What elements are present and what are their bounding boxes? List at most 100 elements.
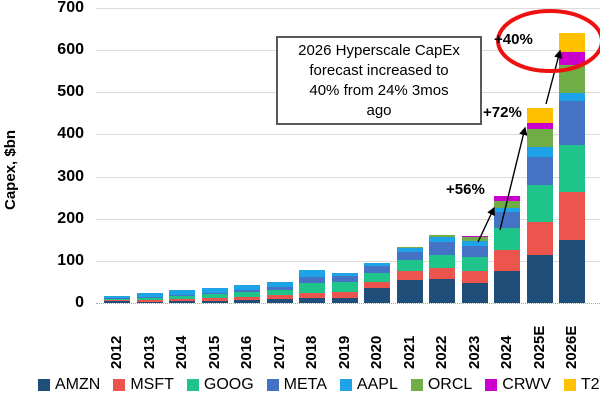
x-tick-label-2018: 2018 [303,335,320,369]
bar-segment-goog-2023 [461,257,488,271]
bar-segment-msft-2023 [461,270,488,283]
bar-segment-aapl-2018 [299,270,325,277]
bar-segment-goog-2017 [266,289,293,296]
bar-segment-meta-2014 [169,294,195,296]
annotation-line: 40% from 24% 3mos [309,81,449,99]
bar-segment-orcl-2023 [461,237,488,242]
bar-segment-aapl-2016 [234,284,260,291]
bar-segment-goog-2016 [234,292,260,297]
x-tick-label-2021: 2021 [400,335,418,369]
bar-segment-msft-2019 [331,291,358,298]
bar-segment-aapl-2019 [331,272,358,276]
growth-label-2025: +72% [483,104,522,121]
bar-segment-goog-2022 [429,254,455,269]
bar-segment-amzn-2014 [169,300,195,303]
arrow-2025-to-2026 [545,49,563,105]
bar-segment-crwv-2024 [494,195,520,201]
bar-segment-meta-2020 [364,265,390,273]
gridline [96,8,600,9]
bar-segment-msft-2020 [364,281,390,289]
gridline [96,260,600,262]
legend-label: CRWV [502,376,551,393]
x-tick-label-2022: 2022 [433,335,450,369]
legend-label: T2+ [580,376,600,393]
bar-segment-meta-2022 [429,241,455,255]
bar-segment-goog-2019 [331,281,358,292]
growth-label-2024: +56% [446,181,485,198]
annotation-box: 2026 Hyperscale CapEx forecast increased… [276,36,482,125]
legend-swatch [38,379,50,391]
annotation-line: 2026 Hyperscale CapEx [298,41,460,59]
y-tick-label: 100 [57,251,84,269]
bar-segment-msft-2018 [299,293,325,299]
bar-segment-msft-2013 [136,300,163,302]
bar-segment-amzn-2024 [494,271,520,303]
bar-segment-aapl-2024 [494,207,520,212]
bar-segment-meta-2026e [559,100,585,145]
bar-segment-orcl-2021 [396,246,423,248]
legend-swatch [563,379,576,391]
legend-swatch [113,379,126,391]
bar-segment-msft-2016 [234,296,260,301]
bar-segment-orcl-2025e [526,129,553,148]
bar-segment-amzn-2017 [266,298,293,303]
legend-swatch [339,379,352,391]
legend: AMZN MSFT GOOG META AAPL ORCL CRWV T2+ [38,376,600,394]
bar-segment-aapl-2014 [169,289,195,295]
bar-segment-goog-2020 [364,272,390,282]
bar-segment-amzn-2012 [104,301,130,303]
legend-item-t2plus: T2+ [563,376,600,394]
bar-segment-goog-2018 [299,282,325,294]
x-tick-label-2026e: 2026E [563,325,580,369]
bar-segment-t2plus-2025e [526,107,553,123]
legend-label: ORCL [427,376,473,393]
y-tick-label: 700 [57,0,84,16]
legend-swatch [485,379,498,391]
bar-segment-amzn-2022 [429,278,455,303]
bar-segment-meta-2019 [331,275,358,282]
y-tick-label: 600 [57,41,84,59]
legend-label: AMZN [55,376,101,393]
gridline [96,303,600,304]
bar-segment-aapl-2012 [104,295,130,299]
bar-segment-t2plus-2026e [559,33,585,53]
bar-segment-goog-2021 [396,260,423,271]
bar-segment-meta-2018 [299,276,325,283]
bar-segment-aapl-2022 [429,237,455,242]
bar-segment-amzn-2020 [364,288,390,303]
bar-segment-amzn-2015 [201,300,228,303]
legend-swatch [186,379,199,391]
legend-item-meta: META [266,376,327,394]
x-tick-label-2016: 2016 [238,335,255,369]
bar-segment-crwv-2025e [526,122,553,130]
bar-segment-orcl-2024 [494,200,520,208]
bar-segment-goog-2015 [201,294,228,299]
bar-segment-amzn-2023 [461,282,488,303]
legend-swatch [266,379,279,391]
x-tick-label-2017: 2017 [270,335,288,369]
annotation-line: ago [366,101,392,119]
bar-segment-msft-2021 [396,270,423,280]
bar-segment-goog-2013 [136,297,163,301]
legend-item-orcl: ORCL [410,376,473,394]
bar-segment-amzn-2025e [526,254,553,303]
legend-item-goog: GOOG [186,376,254,394]
bar-segment-aapl-2026e [559,93,585,101]
legend-item-msft: MSFT [113,376,174,394]
bar-segment-msft-2026e [559,192,585,240]
bar-segment-amzn-2013 [136,301,163,303]
bar-segment-msft-2022 [429,268,455,279]
bar-segment-msft-2012 [104,300,130,302]
legend-item-aapl: AAPL [339,376,398,394]
bar-segment-aapl-2021 [396,247,423,253]
bar-segment-orcl-2022 [429,235,455,238]
y-tick-label: 300 [57,167,84,185]
annotation-line: forecast increased to [309,61,449,79]
bar-segment-msft-2015 [201,298,228,301]
bar-segment-meta-2012 [104,298,130,300]
bar-segment-aapl-2013 [136,293,163,297]
bar-segment-msft-2024 [494,250,520,272]
bar-segment-meta-2017 [266,286,293,290]
bar-segment-goog-2014 [169,295,195,299]
bar-segment-amzn-2019 [331,297,358,303]
